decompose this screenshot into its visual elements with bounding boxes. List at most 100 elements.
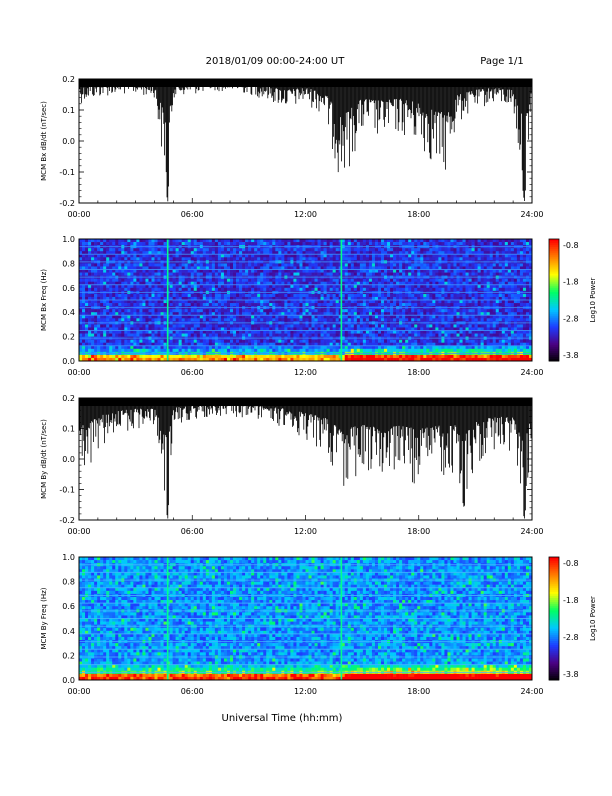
spectrogram-cell (106, 303, 109, 306)
spectrogram-cell (269, 239, 272, 242)
spectrogram-cell (230, 257, 233, 260)
spectrogram-cell (88, 334, 91, 337)
spectrogram-cell (158, 242, 161, 245)
spectrogram-cell (248, 309, 251, 312)
spectrogram-cell (139, 270, 142, 273)
spectrogram-cell (302, 346, 305, 349)
spectrogram-cell (112, 263, 115, 266)
spectrogram-cell (321, 254, 324, 257)
spectrogram-cell (121, 340, 124, 343)
spectrogram-cell (330, 294, 333, 297)
spectrogram-cell (254, 315, 257, 318)
spectrogram-cell (121, 270, 124, 273)
spectrogram-cell (263, 257, 266, 260)
spectrogram-cell (354, 248, 357, 251)
spectrogram-cell (188, 318, 191, 321)
spectrogram-cell (164, 279, 167, 282)
spectrogram-cell (272, 346, 275, 349)
spectrogram-cell (393, 239, 396, 242)
spectrogram-cell (257, 294, 260, 297)
spectrogram-cell (263, 279, 266, 282)
spectrogram-cell (378, 303, 381, 306)
spectrogram-cell (164, 331, 167, 334)
spectrogram-cell (281, 242, 284, 245)
spectrogram-cell (130, 270, 133, 273)
spectrogram-cell (218, 346, 221, 349)
spectrogram-cell (354, 279, 357, 282)
spectrogram-cell (91, 263, 94, 266)
spectrogram-cell (372, 318, 375, 321)
spectrogram-cell (360, 355, 363, 358)
spectrogram-cell (188, 309, 191, 312)
spectrogram-cell (354, 263, 357, 266)
spectrogram-cell (302, 239, 305, 242)
spectrogram-cell (375, 346, 378, 349)
spectrogram-cell (109, 303, 112, 306)
spectrogram-cell (151, 349, 154, 352)
spectrogram-cell (254, 279, 257, 282)
spectrogram-cell (179, 355, 182, 358)
spectrogram-cell (372, 285, 375, 288)
spectrogram-cell (94, 303, 97, 306)
spectrogram-cell (115, 324, 118, 327)
spectrogram-cell (330, 285, 333, 288)
spectrogram-cell (112, 254, 115, 257)
spectrogram-cell (312, 288, 315, 291)
spectrogram-cell (275, 315, 278, 318)
spectrogram-cell (275, 239, 278, 242)
spectrogram-cell (176, 309, 179, 312)
spectrogram-cell (170, 300, 173, 303)
spectrogram-cell (296, 309, 299, 312)
spectrogram-cell (173, 254, 176, 257)
spectrogram-cell (242, 346, 245, 349)
spectrogram-cell (312, 257, 315, 260)
spectrogram-cell (299, 300, 302, 303)
spectrogram-cell (139, 340, 142, 343)
spectrogram-cell (269, 340, 272, 343)
spectrogram-cell (242, 288, 245, 291)
spectrogram-cell (333, 242, 336, 245)
spectrogram-cell (109, 239, 112, 242)
spectrogram-cell (372, 331, 375, 334)
spectrogram-cell (278, 239, 281, 242)
spectrogram-cell (381, 349, 384, 352)
spectrogram-cell (176, 279, 179, 282)
spectrogram-cell (302, 257, 305, 260)
spectrogram-cell (164, 349, 167, 352)
spectrogram-cell (281, 334, 284, 337)
spectrogram-cell (309, 331, 312, 334)
spectrogram-cell (387, 324, 390, 327)
spectrogram-cell (97, 270, 100, 273)
spectrogram-cell (103, 248, 106, 251)
spectrogram-cell (221, 248, 224, 251)
spectrogram-cell (260, 324, 263, 327)
spectrogram-cell (324, 270, 327, 273)
spectrogram-cell (318, 294, 321, 297)
spectrogram-cell (390, 257, 393, 260)
spectrogram-cell (348, 331, 351, 334)
spectrogram-cell (266, 279, 269, 282)
spectrogram-cell (139, 324, 142, 327)
spectrogram-cell (384, 248, 387, 251)
spectrogram-cell (306, 349, 309, 352)
spectrogram-cell (378, 309, 381, 312)
spectrogram-cell (88, 309, 91, 312)
spectrogram-cell (191, 309, 194, 312)
spectrogram-cell (318, 270, 321, 273)
spectrogram-cell (312, 239, 315, 242)
spectrogram-cell (330, 324, 333, 327)
spectrogram-cell (145, 309, 148, 312)
spectrogram-cell (299, 257, 302, 260)
spectrogram-cell (97, 279, 100, 282)
spectrogram-cell (378, 279, 381, 282)
spectrogram-cell (327, 349, 330, 352)
spectrogram-cell (290, 318, 293, 321)
spectrogram-cell (197, 324, 200, 327)
spectrogram-cell (130, 248, 133, 251)
spectrogram-cell (91, 331, 94, 334)
spectrogram-cell (309, 279, 312, 282)
spectrogram-cell (366, 303, 369, 306)
spectrogram-cell (342, 334, 345, 337)
spectrogram-cell (302, 340, 305, 343)
spectrogram-cell (215, 324, 218, 327)
